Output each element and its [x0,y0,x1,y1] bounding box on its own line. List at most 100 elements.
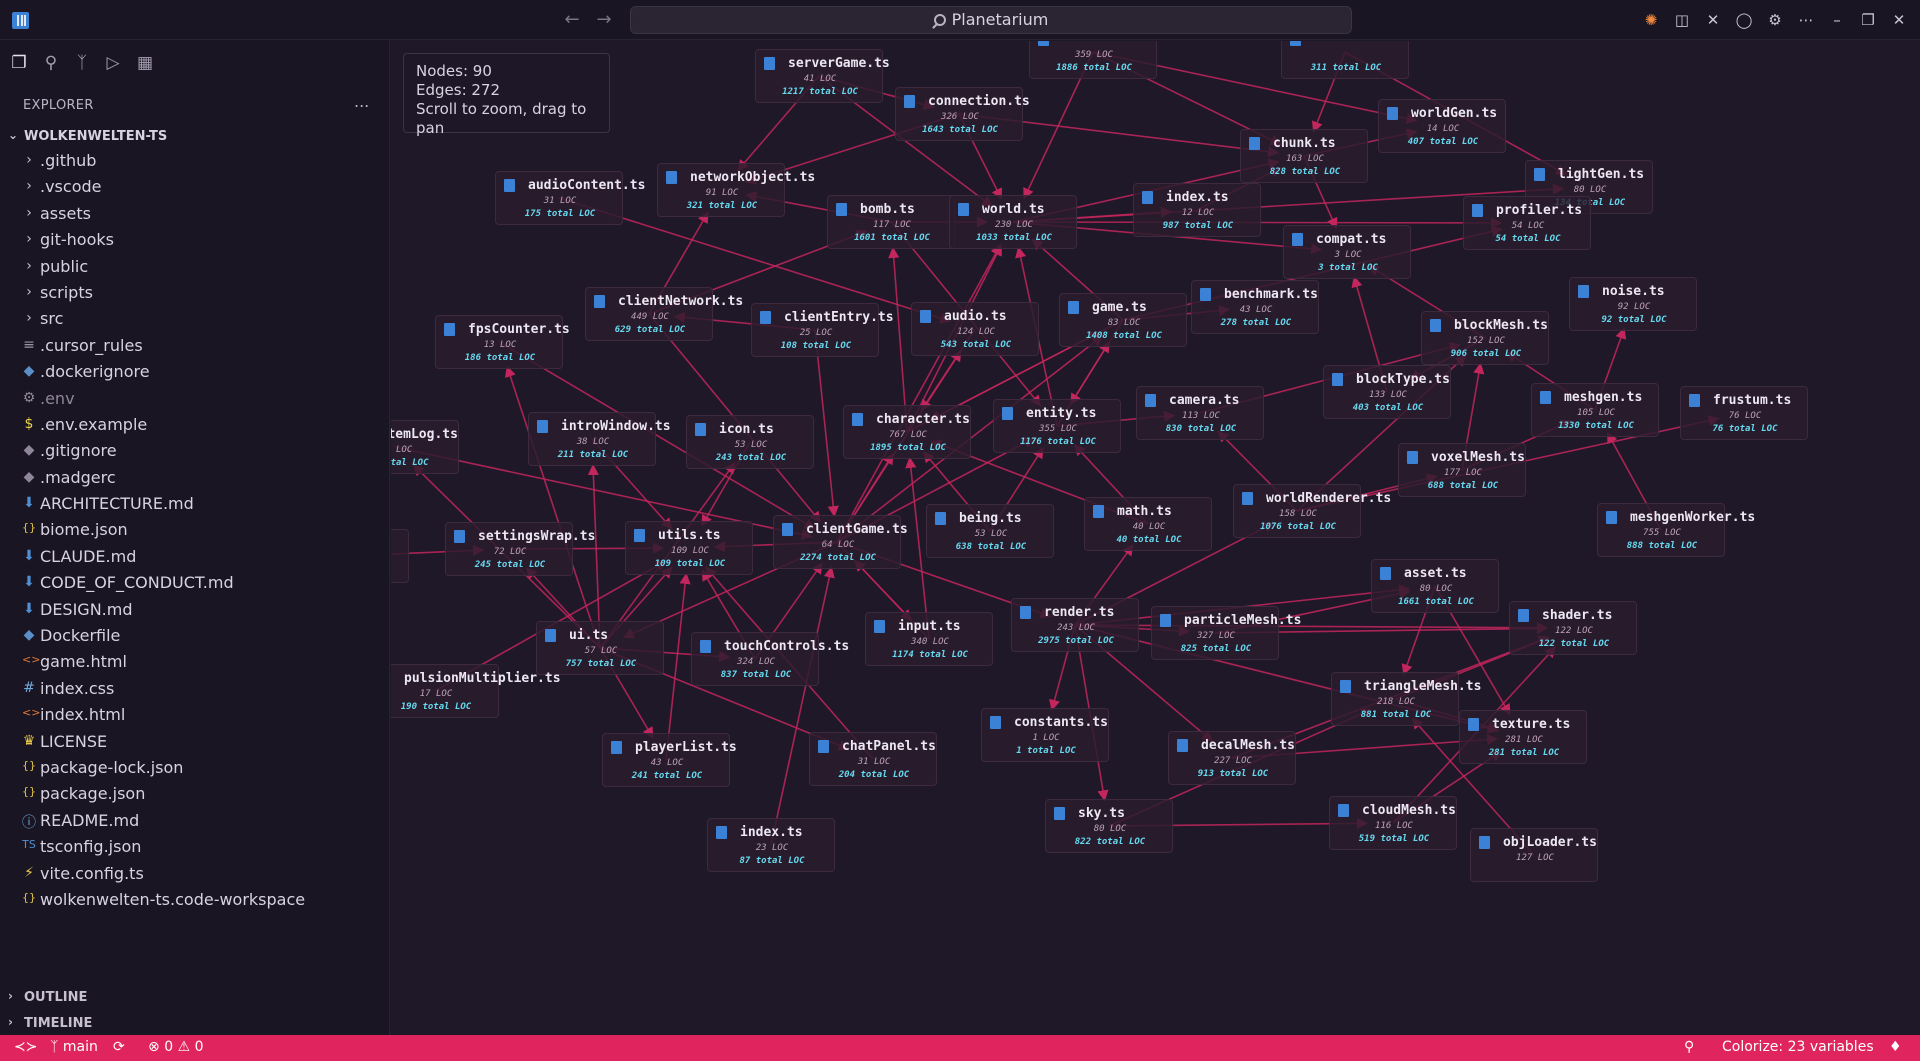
extensions-icon[interactable]: ▦ [136,53,154,73]
bell-icon[interactable]: ♦ [1889,1039,1902,1055]
file-item[interactable]: ⬇ CODE_OF_CONDUCT.md [0,570,390,596]
graph-node[interactable]: triangleMesh.ts 218 LOC 881 total LOC [1331,672,1481,726]
file-item[interactable]: {} wolkenwelten-ts.code-workspace [0,887,390,913]
folder-item[interactable]: › assets [0,201,390,227]
graph-node[interactable]: particleMesh.ts 327 LOC 825 total LOC [1151,606,1301,660]
graph-node[interactable]: benchmark.ts 43 LOC 278 total LOC [1191,280,1319,334]
graph-node[interactable]: sky.ts 80 LOC 822 total LOC [1045,799,1173,853]
dependency-graph[interactable]: serverGame.ts 41 LOC 1217 total LOC 359 LOC… [391,41,1920,1035]
copilot-icon[interactable]: ✺ [1644,11,1658,29]
graph-node[interactable]: blockType.ts 133 LOC 403 total LOC [1323,365,1451,419]
file-item[interactable]: <> game.html [0,649,390,675]
graph-node[interactable]: ui.ts 57 LOC 757 total LOC [536,621,664,675]
graph-node[interactable]: texture.ts 281 LOC 281 total LOC [1459,710,1587,764]
graph-node[interactable]: 311 total LOC [1281,41,1409,79]
graph-node[interactable]: meshgenWorker.ts 755 LOC 888 total LOC [1597,503,1755,557]
graph-node[interactable]: camera.ts 113 LOC 830 total LOC [1136,386,1264,440]
gear-icon[interactable]: ⚙ [1768,11,1782,29]
graph-node[interactable]: chatPanel.ts 31 LOC 204 total LOC [809,732,937,786]
graph-node[interactable]: touchControls.ts 324 LOC 837 total LOC [691,632,849,686]
graph-node[interactable]: icon.ts 53 LOC 243 total LOC [686,415,814,469]
folder-item[interactable]: › public [0,254,390,280]
graph-node[interactable]: entity.ts 355 LOC 1176 total LOC [993,399,1121,453]
file-item[interactable]: ⬇ DESIGN.md [0,597,390,623]
file-item[interactable]: ⓘ README.md [0,808,390,834]
file-item[interactable]: # index.css [0,676,390,702]
file-item[interactable]: ♛ LICENSE [0,729,390,755]
maximize-icon[interactable]: ❐ [1861,11,1875,29]
graph-node[interactable]: clientNetwork.ts 449 LOC 629 total LOC [585,287,743,341]
arrow-right-icon[interactable]: → [596,9,612,30]
folder-item[interactable]: › git-hooks [0,227,390,253]
source-control-icon[interactable]: ᛉ [76,53,88,73]
colorize-status[interactable]: Colorize: 23 variables [1722,1039,1874,1055]
graph-node[interactable]: pulsionMultiplier.ts 17 LOC 190 total LOC [391,664,561,718]
graph-node[interactable]: objLoader.ts 127 LOC [1470,828,1598,882]
graph-node[interactable]: 359 LOC 1886 total LOC [1029,41,1157,79]
graph-node[interactable]: clientEntry.ts 25 LOC 108 total LOC [751,303,894,357]
graph-node[interactable]: voxelMesh.ts 177 LOC 688 total LOC [1398,443,1526,497]
file-item[interactable]: ◆ .dockerignore [0,359,390,385]
graph-node[interactable]: shader.ts 122 LOC 122 total LOC [1509,601,1637,655]
file-item[interactable]: {} biome.json [0,517,390,543]
file-item[interactable]: ◆ .gitignore [0,438,390,464]
folder-item[interactable]: › .github [0,148,390,174]
graph-node[interactable]: audioContent.ts 31 LOC 175 total LOC [495,171,645,225]
file-item[interactable]: ◆ Dockerfile [0,623,390,649]
file-item[interactable]: <> index.html [0,702,390,728]
graph-node[interactable]: al.ts [391,529,409,583]
folder-item[interactable]: › .vscode [0,174,390,200]
account-icon[interactable]: ◯ [1735,11,1753,29]
file-item[interactable]: ⬇ CLAUDE.md [0,544,390,570]
graph-node[interactable]: game.ts 83 LOC 1408 total LOC [1059,293,1187,347]
close-window-icon[interactable]: ✕ [1892,11,1906,29]
search-icon[interactable]: ⚲ [44,53,58,73]
file-item[interactable]: ⚡ vite.config.ts [0,861,390,887]
file-item[interactable]: ⚙ .env [0,386,390,412]
file-item[interactable]: ◆ .madgerc [0,465,390,491]
file-item[interactable]: {} package-lock.json [0,755,390,781]
remote-icon[interactable]: ≺≻ [14,1039,38,1055]
file-item[interactable]: ⬇ ARCHITECTURE.md [0,491,390,517]
graph-node[interactable]: world.ts 230 LOC 1033 total LOC [949,195,1077,249]
split-editor-icon[interactable]: ◫ [1674,11,1690,29]
graph-node[interactable]: playerList.ts 43 LOC 241 total LOC [602,733,737,787]
graph-node[interactable]: introWindow.ts 38 LOC 211 total LOC [528,412,671,466]
minimize-icon[interactable]: – [1833,11,1841,29]
graph-node[interactable]: chunk.ts 163 LOC 828 total LOC [1240,129,1368,183]
close-panel-icon[interactable]: ✕ [1706,11,1720,29]
graph-node[interactable]: clientGame.ts 64 LOC 2274 total LOC [773,515,908,569]
graph-node[interactable]: fpsCounter.ts 13 LOC 186 total LOC [435,315,570,369]
graph-node[interactable]: utils.ts 109 LOC 109 total LOC [625,521,753,575]
zoom-icon[interactable]: ⚲ [1684,1039,1695,1055]
folder-item[interactable]: › src [0,306,390,332]
graph-node[interactable]: worldGen.ts 14 LOC 407 total LOC [1378,99,1506,153]
outline-section[interactable]: › OUTLINE [0,985,390,1009]
file-item[interactable]: ≡ .cursor_rules [0,333,390,359]
file-item[interactable]: {} package.json [0,781,390,807]
problems-indicator[interactable]: ⊗ 0 ⚠ 0 [148,1039,204,1055]
graph-node[interactable]: noise.ts 92 LOC 92 total LOC [1569,277,1697,331]
graph-node[interactable]: asset.ts 80 LOC 1661 total LOC [1371,559,1499,613]
file-item[interactable]: TS tsconfig.json [0,834,390,860]
graph-node[interactable]: index.ts 12 LOC 987 total LOC [1133,183,1261,237]
sync-icon[interactable]: ⟳ [113,1039,125,1055]
graph-node[interactable]: worldRenderer.ts 158 LOC 1076 total LOC [1233,484,1391,538]
graph-node[interactable]: bomb.ts 117 LOC 1601 total LOC [827,195,955,249]
graph-node[interactable]: render.ts 243 LOC 2975 total LOC [1011,598,1139,652]
command-center-search[interactable]: Planetarium [630,6,1352,34]
graph-node[interactable]: settingsWrap.ts 72 LOC 245 total LOC [445,522,595,576]
run-debug-icon[interactable]: ▷ [106,53,120,73]
graph-node[interactable]: serverGame.ts 41 LOC 1217 total LOC [755,49,890,103]
timeline-section[interactable]: › TIMELINE [0,1011,390,1035]
graph-node[interactable]: constants.ts 1 LOC 1 total LOC [981,708,1109,762]
graph-node[interactable]: profiler.ts 54 LOC 54 total LOC [1463,196,1591,250]
graph-node[interactable]: connection.ts 326 LOC 1643 total LOC [895,87,1030,141]
graph-node[interactable]: math.ts 40 LOC 40 total LOC [1084,497,1212,551]
more-icon[interactable]: ⋯ [1798,11,1814,29]
graph-node[interactable]: blockMesh.ts 152 LOC 906 total LOC [1421,311,1549,365]
graph-node[interactable]: index.ts 23 LOC 87 total LOC [707,818,835,872]
graph-node[interactable]: audio.ts 124 LOC 543 total LOC [911,302,1039,356]
graph-node[interactable]: being.ts 53 LOC 638 total LOC [926,504,1054,558]
graph-node[interactable]: decalMesh.ts 227 LOC 913 total LOC [1168,731,1296,785]
